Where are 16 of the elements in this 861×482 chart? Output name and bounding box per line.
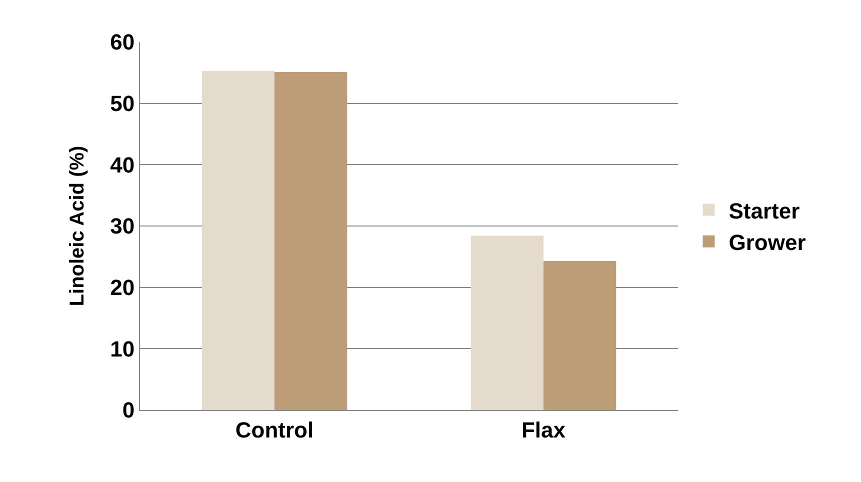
bar [470, 236, 544, 410]
x-tick-label: Flax [521, 417, 566, 442]
y-tick-label: 30 [110, 214, 135, 239]
bar [274, 72, 348, 410]
y-tick-label: 40 [110, 152, 135, 178]
bar [202, 70, 274, 410]
y-axis-title: Linoleic Acid (%) [66, 146, 89, 306]
y-tick-label: 50 [110, 91, 135, 116]
y-tick-label: 20 [110, 275, 135, 300]
x-tick-label: Control [235, 417, 314, 442]
y-tick-label: 60 [110, 30, 135, 55]
y-tick-label: 10 [110, 336, 135, 362]
legend-label: Grower [728, 230, 806, 255]
legend-label: Starter [728, 198, 800, 224]
y-tick-label: 0 [122, 398, 135, 423]
bar [544, 260, 616, 410]
